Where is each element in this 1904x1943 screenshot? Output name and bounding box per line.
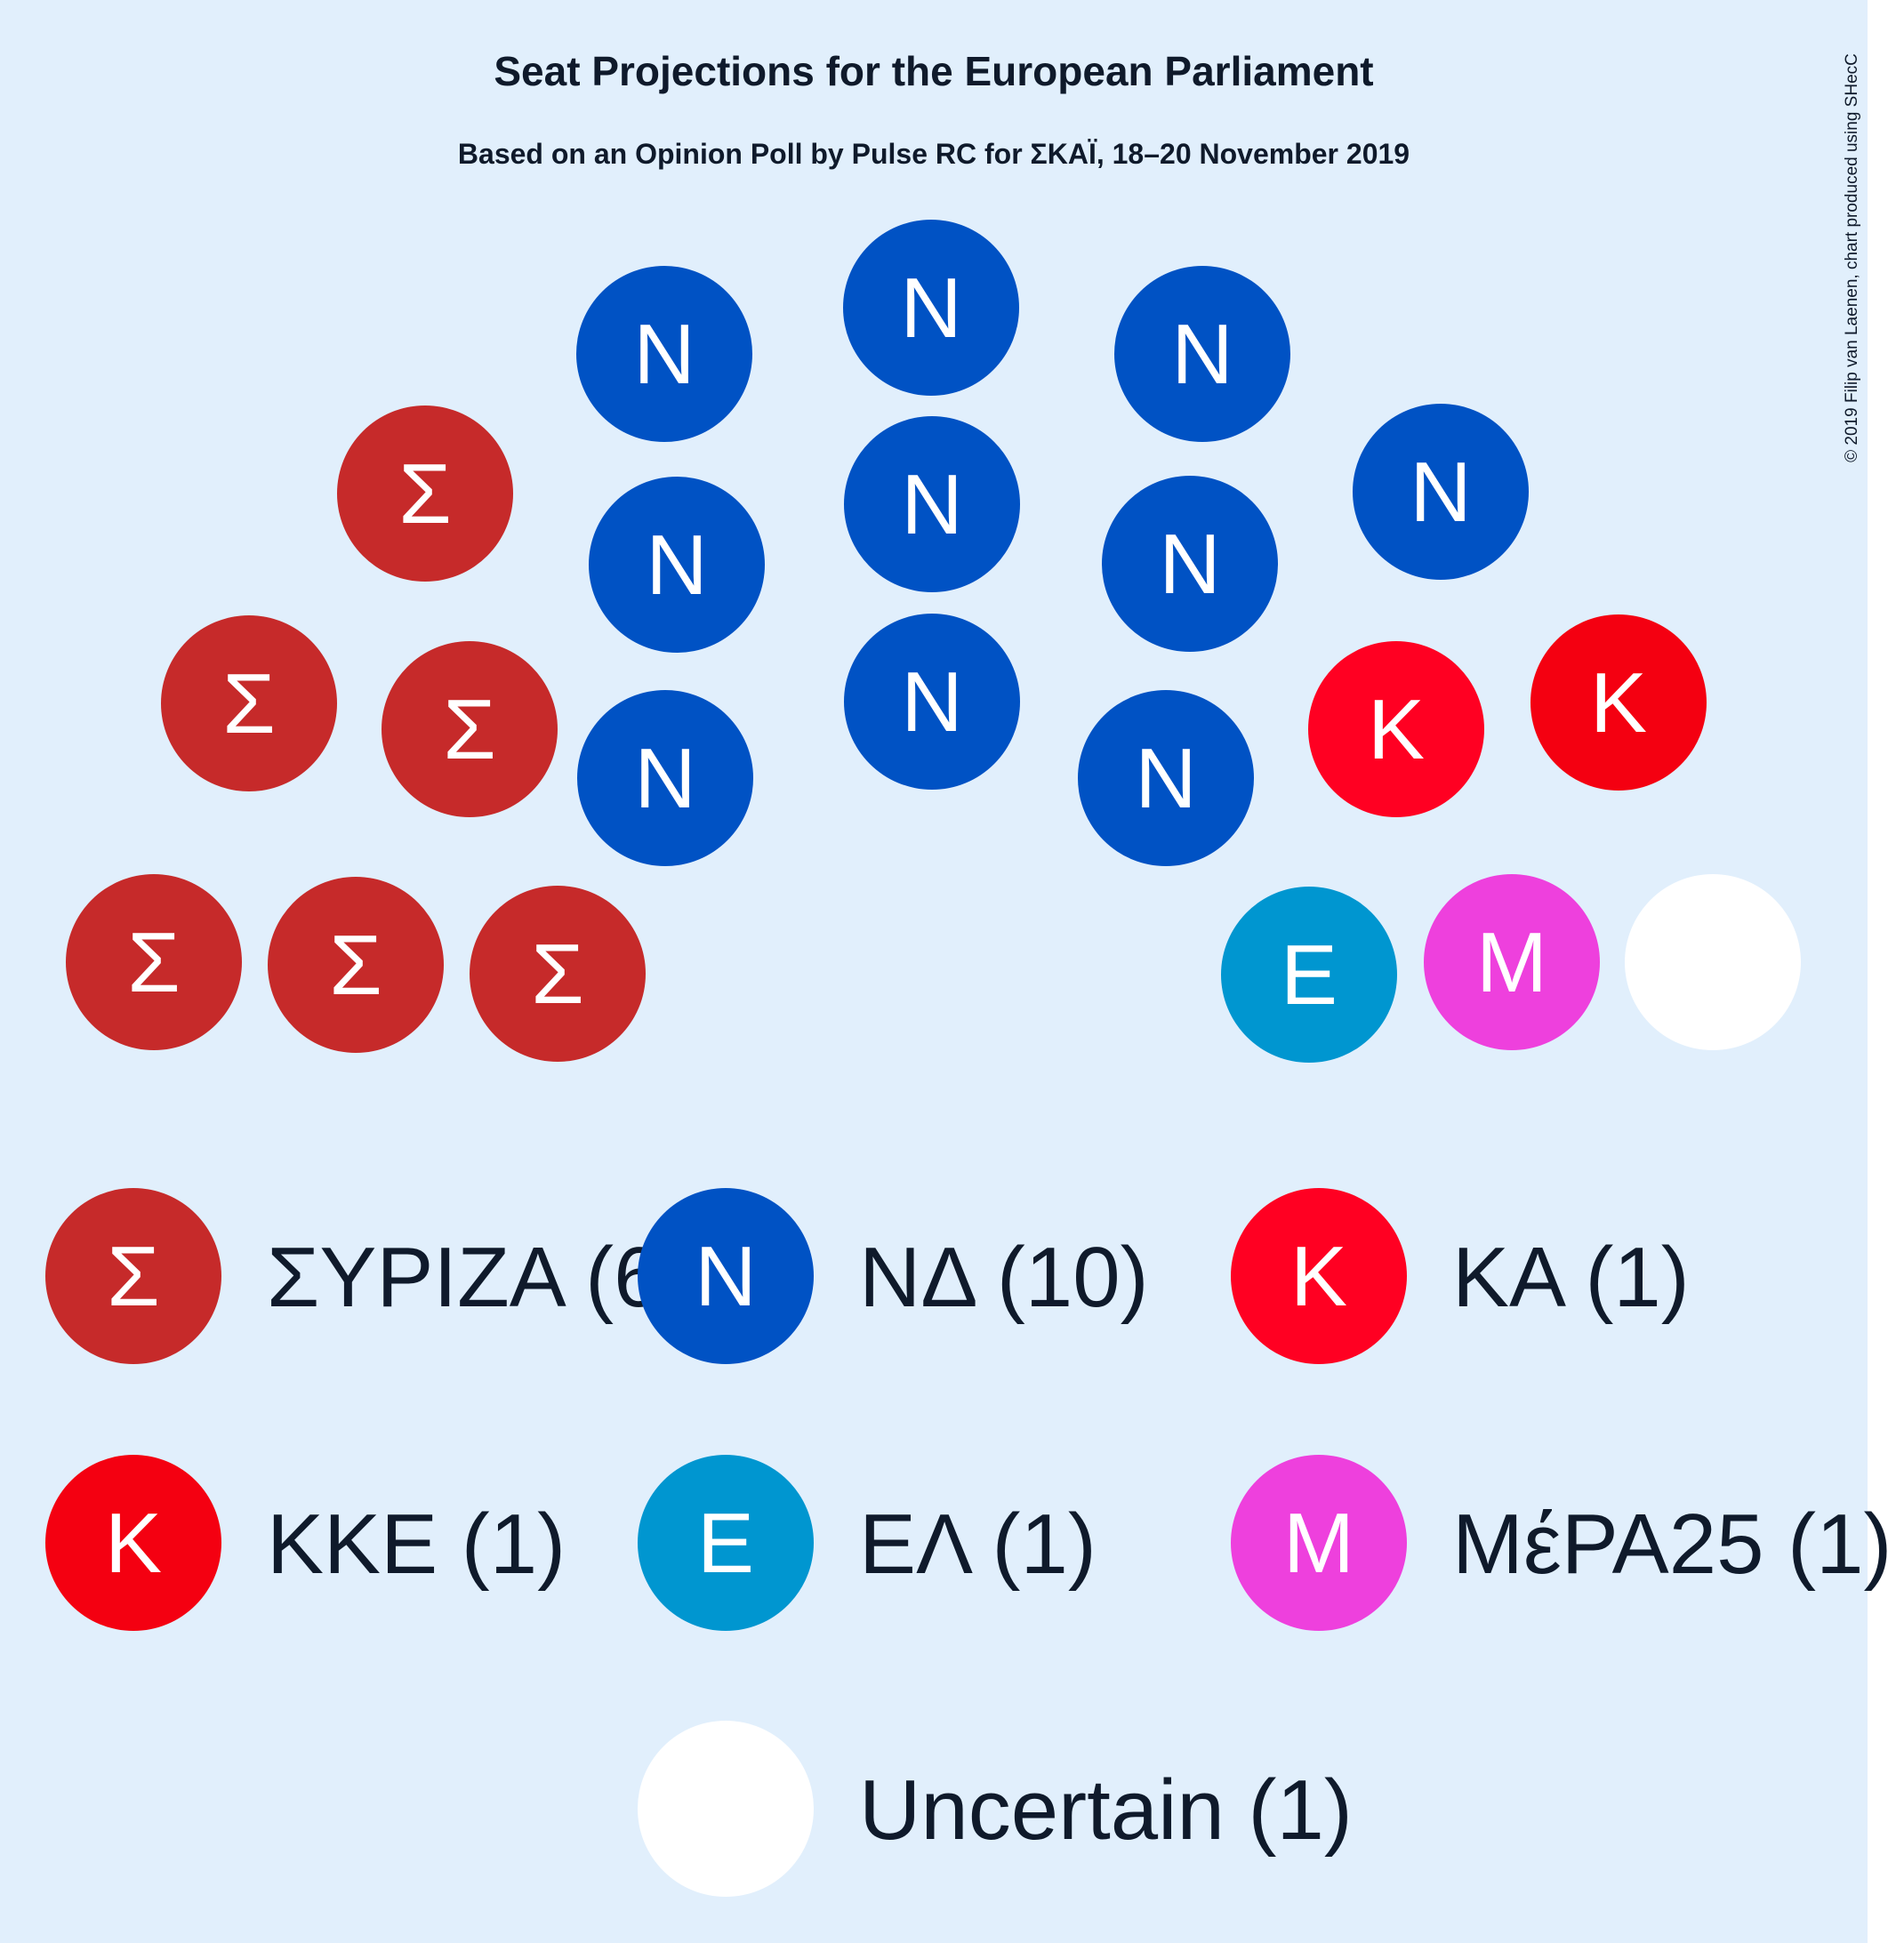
legend-item-party-2: K ΚΑ (1)	[1231, 1188, 1690, 1364]
seat-party-1: N	[1353, 404, 1529, 580]
seat-symbol: M	[1476, 915, 1547, 1010]
legend-symbol: M	[1283, 1496, 1354, 1591]
copyright-note: © 2019 Filip van Laenen, chart produced …	[1843, 53, 1861, 462]
seat-symbol: N	[633, 307, 695, 402]
legend-label: ΕΛ (1)	[859, 1497, 1097, 1592]
legend-swatch	[1231, 1188, 1407, 1364]
seat-marker	[1530, 614, 1707, 791]
seat-marker	[470, 886, 646, 1062]
legend-swatch	[1231, 1455, 1407, 1631]
seat-marker	[337, 405, 513, 582]
seat-marker	[1625, 874, 1801, 1050]
legend-symbol: K	[105, 1496, 162, 1591]
legend-symbol: E	[697, 1496, 754, 1591]
legend-item-25: M ΜέΡΑ25 (1)	[1231, 1455, 1892, 1631]
seats-group: Σ Σ Σ Σ Σ Σ N N N N N N N N N N K K E M	[66, 220, 1801, 1063]
legend-label: ΚΑ (1)	[1452, 1230, 1690, 1325]
seat-party-0: Σ	[268, 877, 444, 1053]
seat-symbol: K	[1590, 655, 1647, 751]
legend-swatch	[638, 1188, 814, 1364]
legend-label: ΣΥΡΙΖΑ (6)	[267, 1230, 689, 1325]
seat-marker	[844, 416, 1020, 592]
chart-title: Seat Projections for the European Parlia…	[494, 48, 1373, 94]
seat-marker	[1424, 874, 1600, 1050]
seat-symbol: N	[901, 654, 962, 750]
seat-marker	[577, 690, 753, 866]
seat-party-1: N	[576, 266, 752, 442]
legend-swatch	[45, 1455, 221, 1631]
seat-marker	[268, 877, 444, 1053]
seat-party-0: Σ	[337, 405, 513, 582]
seat-symbol: N	[901, 457, 962, 552]
legend-swatch	[638, 1721, 814, 1897]
seat-symbol: N	[1171, 307, 1233, 402]
legend-item-party-0: Σ ΣΥΡΙΖΑ (6)	[45, 1188, 689, 1364]
legend-label: ΜέΡΑ25 (1)	[1452, 1497, 1892, 1592]
seat-symbol: Σ	[443, 682, 495, 777]
seat-party-4: E	[1221, 887, 1397, 1063]
seat-party-1: N	[1102, 476, 1278, 652]
seat-party-3: K	[1530, 614, 1707, 791]
seat-party-1: N	[589, 477, 765, 653]
seat-marker	[66, 874, 242, 1050]
seat-party-0: Σ	[161, 615, 337, 791]
seat-marker	[844, 614, 1020, 790]
seat-25: M	[1424, 874, 1600, 1050]
seat-symbol: N	[1410, 445, 1471, 540]
seat-party-1: N	[844, 614, 1020, 790]
seat-party-0: Σ	[470, 886, 646, 1062]
seat-marker	[1308, 641, 1484, 817]
legend-swatch	[45, 1188, 221, 1364]
seat-party-2: K	[1308, 641, 1484, 817]
seat-party-0: Σ	[382, 641, 558, 817]
legend-label: ΚΚΕ (1)	[267, 1497, 566, 1592]
seat-marker	[1102, 476, 1278, 652]
seat-symbol: N	[634, 731, 695, 826]
legend-item-party-4: E ΕΛ (1)	[638, 1455, 1097, 1631]
legend-label: ΝΔ (10)	[859, 1230, 1149, 1325]
legend-item-party-3: K ΚΚΕ (1)	[45, 1455, 566, 1631]
seat-symbol: N	[1159, 517, 1220, 612]
legend-label: Uncertain (1)	[859, 1762, 1353, 1858]
seat-marker	[589, 477, 765, 653]
chart-subtitle: Based on an Opinion Poll by Pulse RC for…	[458, 138, 1410, 170]
seat-symbol: E	[1281, 927, 1338, 1023]
seat-party-0: Σ	[66, 874, 242, 1050]
seat-marker	[382, 641, 558, 817]
seat-party-1: N	[1078, 690, 1254, 866]
seat-party-1: N	[844, 416, 1020, 592]
seat-symbol: K	[1368, 682, 1425, 777]
seat-symbol: Σ	[398, 446, 451, 542]
legend-swatch	[638, 1455, 814, 1631]
legend-item-party-1: N ΝΔ (10)	[638, 1188, 1149, 1364]
seat-symbol: N	[900, 261, 961, 356]
seat-party-1: N	[577, 690, 753, 866]
legend-item-uncertain: Uncertain (1)	[638, 1721, 1353, 1897]
seat-symbol: Σ	[127, 915, 180, 1010]
seat-symbol: Σ	[329, 918, 382, 1013]
seat-marker	[1078, 690, 1254, 866]
seat-marker	[161, 615, 337, 791]
seat-party-1: N	[843, 220, 1019, 396]
seat-symbol: Σ	[222, 656, 275, 751]
seat-party-1: N	[1114, 266, 1290, 442]
legend-symbol: N	[695, 1229, 756, 1324]
seat-marker	[1221, 887, 1397, 1063]
legend: Σ ΣΥΡΙΖΑ (6) N ΝΔ (10) K ΚΑ (1) K ΚΚΕ (1) E ΕΛ (1…	[45, 1188, 1892, 1897]
legend-symbol: Σ	[107, 1229, 159, 1324]
seat-symbol: Σ	[531, 927, 583, 1022]
seat-marker	[1353, 404, 1529, 580]
seat-symbol: N	[1135, 731, 1196, 826]
seat-marker	[1114, 266, 1290, 442]
seat-uncertain	[1625, 874, 1801, 1050]
seat-marker	[576, 266, 752, 442]
legend-symbol: K	[1290, 1229, 1347, 1324]
seat-marker	[843, 220, 1019, 396]
seat-symbol: N	[646, 518, 707, 613]
